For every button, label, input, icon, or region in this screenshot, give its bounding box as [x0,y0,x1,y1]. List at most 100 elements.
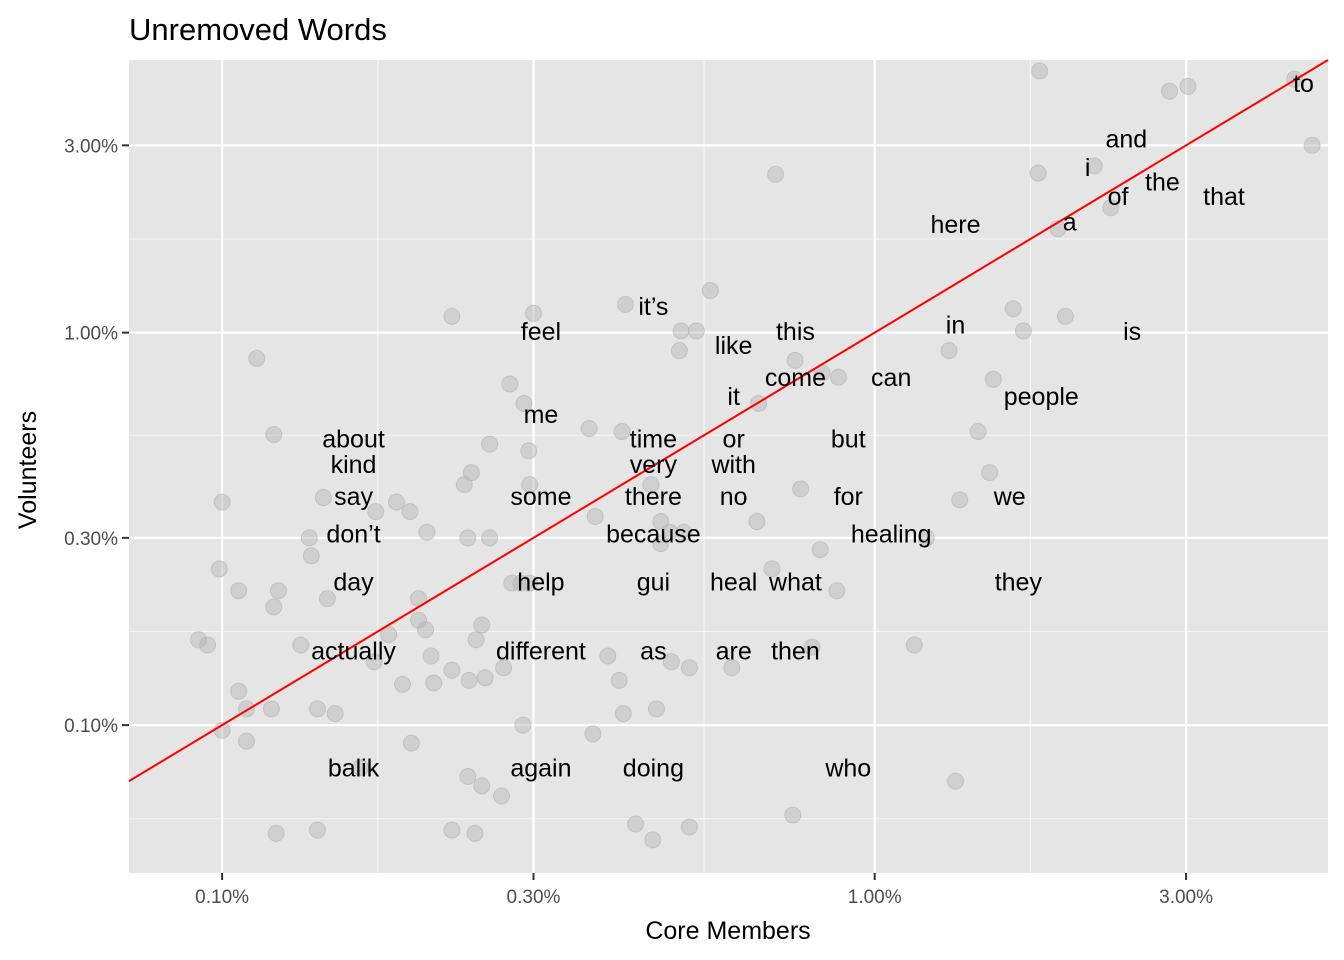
scatter-point [213,493,231,511]
scatter-points [189,62,1321,849]
word-label: of [1108,183,1129,211]
scatter-point [723,659,741,677]
scatter-point [828,582,846,600]
scatter-point [767,165,785,183]
scatter-point [367,503,385,521]
scatter-point [292,636,310,654]
scatter-point [308,821,326,839]
scatter-point [481,529,499,547]
scatter-point [512,574,530,592]
scatter-point [644,831,662,849]
word-label: to [1293,70,1314,98]
word-label: or [723,426,745,454]
scatter-point [230,682,248,700]
scatter-point [670,342,688,360]
word-label: people [1004,383,1079,411]
word-label: say [334,483,373,511]
scatter-point [467,631,485,649]
scatter-point [1179,77,1197,95]
minor-grid [129,60,1328,873]
scatter-point [230,582,248,600]
word-label: don’t [326,520,380,548]
word-label: they [995,569,1043,597]
scatter-point [520,442,538,460]
scatter-point [580,419,598,437]
scatter-point [248,349,266,367]
scatter-point [352,758,370,776]
scatter-point [701,282,719,300]
scatter-point [455,476,473,494]
word-label: and [1105,126,1147,154]
scatter-point [647,700,665,718]
scatter-point [265,426,283,444]
scatter-point [495,659,513,677]
scatter-point [1014,322,1032,340]
word-label: time [630,426,677,454]
scatter-point [1056,307,1074,325]
scatter-point [365,653,383,671]
word-label: the [1145,168,1180,196]
word-label: a [1063,208,1077,236]
scatter-point [459,529,477,547]
word-label: help [517,569,564,597]
word-label: because [606,520,701,548]
scatter-point [326,705,344,723]
x-tick-label: 1.00% [848,887,902,908]
word-label: for [834,483,863,511]
scatter-point [1029,164,1047,182]
word-label: this [776,318,815,346]
scatter-point [917,529,935,547]
word-label: different [496,637,586,665]
y-tick-label: 0.10% [64,716,118,737]
word-label: come [765,364,826,392]
word-label: no [720,483,748,511]
scatter-point [380,626,398,644]
scatter-point [318,590,336,608]
chart-title: Unremoved Words [129,12,387,47]
y-tick-label: 0.30% [64,529,118,550]
word-label: feel [521,318,561,346]
scatter-point [610,671,628,689]
y-axis-label: Volunteers [14,411,42,529]
word-label: gui [637,569,670,597]
scatter-point [402,734,420,752]
word-label: in [946,311,965,339]
scatter-point [443,821,461,839]
scatter-point [473,777,491,795]
scatter-point [521,574,539,592]
scatter-point [613,422,631,440]
scatter-point [425,674,443,692]
scatter-point [417,621,435,639]
scatter-point [969,422,987,440]
scatter-point [1303,136,1321,154]
scatter-point [784,806,802,824]
scatter-point [616,295,634,313]
word-label: day [333,569,374,597]
word-label: here [931,211,981,239]
word-label: as [640,637,666,665]
scatter-point [473,616,491,634]
word-label: we [993,483,1026,511]
scatter-point [300,529,318,547]
scatter-point [748,513,766,531]
scatter-point [984,370,1002,388]
word-label: like [715,332,753,360]
scatter-point [515,394,533,412]
scatter-point [662,653,680,671]
scatter-point [1161,82,1179,100]
scatter-point [1004,300,1022,318]
scatter-point [786,351,804,369]
scatter-point [443,661,461,679]
scatter-point [627,815,645,833]
scatter-point [267,824,285,842]
scatter-point [422,647,440,665]
scatter-point [524,304,542,322]
scatter-point [675,523,693,541]
scatter-point [642,476,660,494]
scatter-point [514,716,532,734]
y-axis-ticks: 0.10% 0.30% 1.00% 3.00% [64,136,129,737]
word-label: about [322,426,385,454]
scatter-point [476,669,494,687]
word-label: again [510,754,571,782]
